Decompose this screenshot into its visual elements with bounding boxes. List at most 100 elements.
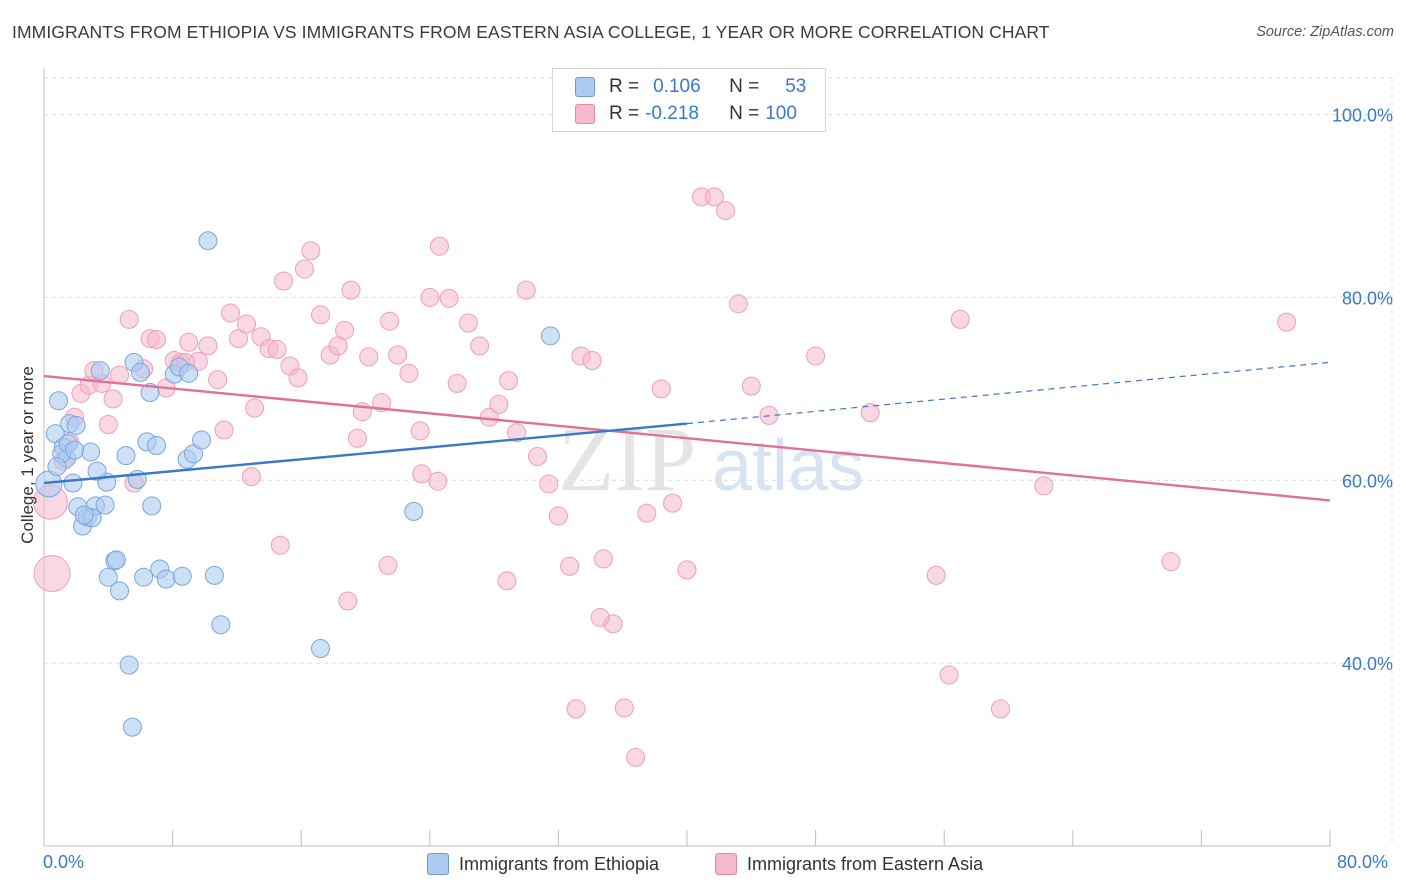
data-point-eastern-asia xyxy=(359,347,379,367)
data-point-eastern-asia xyxy=(103,389,123,409)
data-point-eastern-asia xyxy=(447,373,467,393)
data-point-eastern-asia xyxy=(310,305,330,325)
data-point-eastern-asia xyxy=(338,591,358,611)
data-point-eastern-asia xyxy=(388,345,408,365)
data-point-ethiopia xyxy=(172,566,192,586)
data-point-ethiopia xyxy=(81,442,101,462)
series-eastern-asia-points xyxy=(32,187,1297,767)
data-point-eastern-asia xyxy=(860,403,880,423)
data-point-eastern-asia xyxy=(528,447,548,467)
data-point-eastern-asia xyxy=(499,371,519,391)
data-point-eastern-asia xyxy=(412,464,432,484)
data-point-eastern-asia xyxy=(341,280,361,300)
data-point-ethiopia xyxy=(66,415,86,435)
legend-n-label: N = xyxy=(729,76,760,97)
data-point-eastern-asia xyxy=(399,363,419,383)
trend-line-ethiopia xyxy=(43,422,688,485)
data-point-eastern-asia xyxy=(716,201,736,221)
data-point-eastern-asia xyxy=(637,503,657,523)
data-point-eastern-asia xyxy=(560,556,580,576)
data-point-eastern-asia xyxy=(410,421,430,441)
data-point-eastern-asia xyxy=(147,329,167,349)
data-point-eastern-asia xyxy=(267,340,287,360)
data-point-ethiopia xyxy=(74,505,94,525)
data-point-eastern-asia xyxy=(208,370,228,390)
data-point-ethiopia xyxy=(310,639,330,659)
source-credit: Source: ZipAtlas.com xyxy=(1256,24,1394,40)
data-point-eastern-asia xyxy=(1034,476,1054,496)
data-point-eastern-asia xyxy=(378,555,398,575)
data-point-ethiopia xyxy=(142,496,162,516)
data-point-eastern-asia xyxy=(301,241,321,261)
legend-r-label: R = xyxy=(609,103,640,124)
data-point-ethiopia xyxy=(95,495,115,515)
legend-n-label: N = xyxy=(729,103,760,124)
y-tick-label: 80.0% xyxy=(1342,288,1393,308)
data-point-ethiopia xyxy=(47,457,67,477)
data-point-eastern-asia xyxy=(237,314,257,334)
data-point-eastern-asia xyxy=(470,336,490,356)
legend-n-value: 53 xyxy=(785,76,807,97)
data-point-ethiopia xyxy=(65,440,85,460)
data-point-eastern-asia xyxy=(428,471,448,491)
data-point-ethiopia xyxy=(156,569,176,589)
bottom-legend-ethiopia: Immigrants from Ethiopia xyxy=(427,852,659,876)
data-point-eastern-asia xyxy=(593,549,613,569)
data-point-eastern-asia xyxy=(119,309,139,329)
data-point-eastern-asia xyxy=(347,428,367,448)
y-tick-label: 100.0% xyxy=(1332,106,1393,126)
data-point-ethiopia xyxy=(130,362,150,382)
data-point-eastern-asia xyxy=(539,474,559,494)
data-point-eastern-asia xyxy=(939,665,959,685)
data-point-eastern-asia xyxy=(582,351,602,371)
watermark: ZIP atlas xyxy=(558,408,864,510)
data-point-eastern-asia xyxy=(229,329,249,349)
legend-n-value: 100 xyxy=(765,103,797,124)
data-point-eastern-asia xyxy=(220,303,240,323)
data-point-eastern-asia xyxy=(429,236,449,256)
data-point-eastern-asia xyxy=(926,565,946,585)
data-point-eastern-asia xyxy=(663,493,683,513)
data-point-ethiopia xyxy=(110,581,130,601)
y-tick-label: 60.0% xyxy=(1342,471,1393,491)
data-point-eastern-asia xyxy=(651,379,671,399)
data-point-eastern-asia xyxy=(677,560,697,580)
trend-lines xyxy=(43,361,1331,502)
data-point-eastern-asia xyxy=(98,415,118,435)
data-point-eastern-asia xyxy=(198,336,218,356)
data-point-eastern-asia xyxy=(274,271,294,291)
data-point-eastern-asia xyxy=(516,280,536,300)
data-point-ethiopia xyxy=(211,615,231,635)
data-point-ethiopia xyxy=(122,717,142,737)
data-point-ethiopia xyxy=(119,655,139,675)
data-point-eastern-asia xyxy=(245,398,265,418)
data-point-ethiopia xyxy=(106,550,126,570)
data-point-eastern-asia xyxy=(497,571,517,591)
y-tick-label: 40.0% xyxy=(1342,654,1393,674)
data-point-eastern-asia xyxy=(179,332,199,352)
legend-swatch-blue xyxy=(575,77,595,97)
bottom-legend-swatch-blue xyxy=(427,853,449,875)
data-point-eastern-asia xyxy=(950,309,970,329)
bottom-legend-eastern-asia: Immigrants from Eastern Asia xyxy=(715,852,983,876)
data-point-eastern-asia xyxy=(548,506,568,526)
data-point-ethiopia xyxy=(179,363,199,383)
watermark-atlas: atlas xyxy=(712,426,864,506)
data-point-eastern-asia xyxy=(294,259,314,279)
data-point-eastern-asia xyxy=(704,187,724,207)
data-point-eastern-asia xyxy=(439,288,459,308)
axes xyxy=(43,68,1331,847)
legend-row-ethiopia: R = 0.106 N = 53 xyxy=(575,75,806,99)
trend-line-eastern-asia xyxy=(43,374,1331,502)
data-point-ethiopia xyxy=(134,567,154,587)
data-point-ethiopia xyxy=(404,501,424,521)
series-ethiopia-points xyxy=(35,231,560,737)
data-point-eastern-asia xyxy=(288,368,308,388)
legend-r-label: R = xyxy=(609,76,640,97)
data-point-eastern-asia xyxy=(214,420,234,440)
data-point-eastern-asia xyxy=(335,320,355,340)
data-point-eastern-asia xyxy=(728,294,748,314)
data-point-eastern-asia xyxy=(420,287,440,307)
data-point-eastern-asia xyxy=(590,607,610,627)
correlation-legend: R = 0.106 N = 53 R = -0.218 N = 100 xyxy=(552,68,826,132)
